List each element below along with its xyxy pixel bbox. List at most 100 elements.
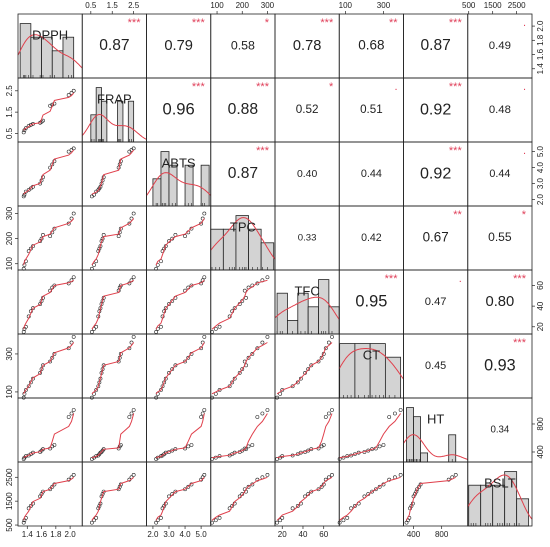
scatter-point xyxy=(71,472,76,477)
scatter-point xyxy=(330,334,334,339)
smooth-line xyxy=(155,476,205,521)
histogram-bar xyxy=(307,306,319,335)
y-tick-label: 400 xyxy=(536,445,545,459)
histogram-bar xyxy=(260,242,275,271)
density-curve xyxy=(17,34,83,69)
significance-stars: ** xyxy=(453,209,462,221)
variable-name: TFC xyxy=(294,283,319,298)
scatter-point xyxy=(217,324,222,329)
scatter-point xyxy=(38,302,43,306)
scatter-point xyxy=(295,380,300,385)
scatter-point xyxy=(116,234,121,239)
scatter-point xyxy=(167,302,171,306)
scatter-point xyxy=(127,415,132,419)
variable-name: ABTS xyxy=(162,155,196,170)
x-tick-label: 100 xyxy=(339,1,353,10)
correlation-value: 0.67 xyxy=(423,230,449,245)
x-tick-label: 400 xyxy=(407,530,421,539)
significance-stars: *** xyxy=(449,17,463,29)
scatter-point xyxy=(217,515,222,520)
significance-stars: . xyxy=(523,17,526,29)
smooth-line xyxy=(155,342,205,395)
x-tick-label: 4.0 xyxy=(179,530,191,539)
scatter-point xyxy=(52,443,57,447)
density-curve xyxy=(467,474,533,520)
scatter-point xyxy=(71,88,76,93)
smooth-line xyxy=(406,476,456,521)
scatter-point xyxy=(170,367,175,372)
scatter-point xyxy=(240,448,245,453)
x-tick-label: 1.6 xyxy=(36,530,48,539)
y-tick-label: 1.8 xyxy=(536,34,545,46)
y-tick-label: 20 xyxy=(536,322,545,331)
scatter-point xyxy=(309,363,314,368)
significance-stars: *** xyxy=(192,17,206,29)
scatter-point xyxy=(28,380,33,385)
y-tick-label: 1.5 xyxy=(5,106,14,118)
scatter-point xyxy=(260,411,265,416)
scatter-point xyxy=(393,411,397,416)
scatter-point xyxy=(159,388,163,392)
scatter-point xyxy=(94,515,99,520)
correlation-value: 0.93 xyxy=(484,356,516,374)
panel-border xyxy=(274,397,340,463)
y-tick-label: 60 xyxy=(536,280,545,289)
y-tick-label: 100 xyxy=(5,257,14,271)
panel-border xyxy=(81,269,147,335)
density-curve xyxy=(274,296,340,320)
y-tick-label: 40 xyxy=(536,301,545,310)
scatter-point xyxy=(50,355,55,360)
scatter-point xyxy=(186,355,191,360)
correlation-value: 0.78 xyxy=(293,38,321,54)
scatter-point xyxy=(89,330,94,334)
scatter-point xyxy=(242,446,247,451)
scatter-point xyxy=(265,472,270,477)
histogram-bar xyxy=(101,100,108,143)
scatter-point xyxy=(163,376,168,381)
scatter-point xyxy=(278,518,283,523)
panel-border xyxy=(338,461,404,527)
scatter-point xyxy=(131,211,136,216)
scatter-point xyxy=(159,515,163,520)
panel-border xyxy=(81,141,147,207)
variable-name: FRAP xyxy=(97,91,132,106)
density-curve xyxy=(146,172,212,196)
scatter-point xyxy=(202,275,207,280)
significance-stars: . xyxy=(523,145,526,157)
scatter-point xyxy=(170,448,175,453)
correlation-value: 0.48 xyxy=(489,104,511,116)
y-tick-label: 2.5 xyxy=(5,85,14,97)
correlation-value: 0.44 xyxy=(361,168,382,180)
scatter-point xyxy=(349,506,353,511)
significance-stars: *** xyxy=(513,337,527,349)
correlation-value: 0.87 xyxy=(99,37,129,54)
x-tick-label: 2.0 xyxy=(147,530,159,539)
correlation-value: 0.95 xyxy=(355,292,387,310)
scatter-point xyxy=(170,299,175,303)
scatter-point xyxy=(321,443,326,447)
smooth-line xyxy=(339,413,402,459)
scatter-point xyxy=(66,149,71,154)
scatter-point xyxy=(131,472,136,477)
scatter-point xyxy=(38,371,43,375)
histogram-bar xyxy=(468,484,482,527)
scatter-point xyxy=(71,334,76,339)
histogram-bar xyxy=(222,228,237,271)
scatter-point xyxy=(326,411,331,416)
x-tick-label: 60 xyxy=(319,530,328,539)
panel-border xyxy=(81,205,147,271)
x-tick-label: 300 xyxy=(377,1,391,10)
variable-name: TPC xyxy=(230,219,256,234)
histogram-bar xyxy=(168,164,178,207)
scatter-point xyxy=(280,515,285,520)
panel-border xyxy=(146,205,212,271)
scatter-point xyxy=(453,472,458,477)
x-tick-label: 3.0 xyxy=(163,530,175,539)
smooth-line xyxy=(23,413,75,459)
scatter-point xyxy=(23,126,28,131)
scatter-point xyxy=(50,162,55,167)
histogram-bar xyxy=(318,279,330,335)
smooth-line xyxy=(211,279,268,330)
histogram-bar xyxy=(448,434,457,463)
